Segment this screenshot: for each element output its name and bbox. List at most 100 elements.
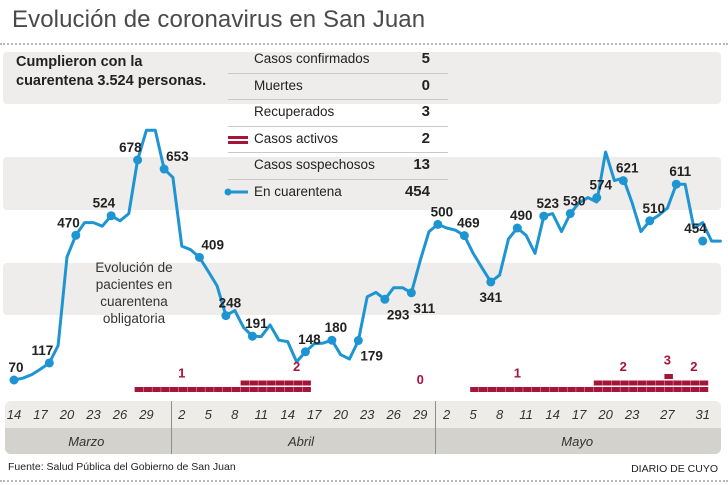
active-case-block — [549, 387, 559, 392]
active-case-block — [593, 387, 603, 392]
active-case-block — [249, 387, 258, 392]
legend-label: Recuperados — [254, 104, 335, 119]
data-label: 180 — [325, 320, 348, 335]
data-point — [159, 164, 169, 174]
x-tick-label: 26 — [112, 407, 128, 422]
x-tick-label: 31 — [695, 407, 710, 422]
active-case-block — [690, 387, 700, 392]
data-label: 191 — [245, 316, 268, 331]
data-point — [645, 216, 655, 226]
active-case-block — [240, 387, 250, 392]
data-point — [247, 331, 257, 341]
data-point — [353, 336, 363, 346]
data-point — [486, 277, 496, 287]
legend-label: Casos activos — [254, 130, 339, 146]
data-point — [698, 236, 708, 246]
active-case-block — [514, 387, 523, 392]
legend-value: 13 — [413, 156, 430, 173]
legend: Casos confirmados 5 Muertes 0 Recuperado… — [224, 47, 448, 205]
data-label: 70 — [8, 360, 23, 375]
active-case-block — [284, 387, 294, 392]
active-cases-label: 3 — [664, 353, 671, 368]
x-tick-label: 23 — [624, 407, 640, 422]
data-point — [539, 211, 549, 221]
month-label: Abril — [287, 434, 314, 449]
active-case-block — [231, 387, 241, 392]
active-case-block — [576, 387, 585, 392]
active-case-block — [496, 387, 506, 392]
active-case-block — [655, 380, 665, 386]
data-label: 500 — [431, 204, 454, 219]
x-tick-label: 17 — [33, 407, 48, 422]
x-axis: 14 17 20 23 26 29 2 5 8 11 14 17 20 23 26 29 2 5 8 11 14 17 20… — [5, 401, 721, 454]
data-point — [380, 294, 390, 304]
active-case-block — [637, 387, 647, 392]
active-case-block — [258, 380, 267, 386]
active-case-block — [682, 387, 691, 392]
x-tick-label: 8 — [496, 407, 504, 422]
data-label: 148 — [298, 332, 321, 347]
active-case-block — [611, 380, 620, 386]
x-tick-label: 5 — [469, 407, 477, 422]
active-case-block — [664, 380, 673, 386]
data-label: 621 — [616, 161, 639, 176]
data-label: 409 — [201, 237, 224, 252]
active-case-block — [646, 387, 656, 392]
legend-row-deaths: Muertes 0 — [228, 74, 448, 100]
data-point — [512, 223, 522, 233]
legend-label: Muertes — [254, 77, 303, 93]
legend-value: 2 — [421, 129, 430, 147]
active-case-block — [293, 387, 303, 392]
data-label: 454 — [684, 221, 707, 236]
active-case-block — [478, 387, 488, 392]
source-note: Fuente: Salud Pública del Gobierno de Sa… — [8, 461, 236, 473]
active-case-block — [152, 387, 161, 392]
x-tick-label: 27 — [660, 407, 675, 422]
data-point — [671, 179, 681, 189]
data-label: 653 — [166, 149, 189, 164]
active-case-block — [673, 387, 682, 392]
month-separator — [435, 401, 437, 454]
quarantine-series-line — [12, 128, 722, 382]
active-case-block — [629, 380, 638, 386]
data-point — [221, 311, 231, 321]
x-tick-label: 29 — [412, 407, 428, 422]
data-point — [44, 358, 54, 368]
active-case-block — [214, 387, 223, 392]
active-case-block — [682, 380, 691, 386]
x-axis-months: Marzo Abril Mayo — [5, 428, 721, 454]
legend-label: En cuarentena — [254, 183, 342, 199]
active-case-block — [620, 387, 629, 392]
active-case-block — [205, 387, 214, 392]
legend-value: 454 — [404, 182, 430, 200]
month-separator — [170, 401, 172, 454]
month-label: Mayo — [561, 434, 594, 449]
data-label: 117 — [32, 343, 54, 358]
page-title: Evolución de coronavirus en San Juan — [12, 6, 426, 33]
x-tick-label: 23 — [359, 407, 375, 422]
x-tick-label: 17 — [306, 407, 322, 422]
legend-row-recovered: Recuperados 3 — [228, 100, 448, 127]
x-tick-label: 8 — [231, 407, 239, 422]
data-label: 611 — [669, 164, 691, 179]
data-point — [433, 219, 443, 229]
active-case-block — [143, 387, 152, 392]
active-case-block — [196, 387, 205, 392]
active-cases-label: 2 — [293, 359, 300, 374]
active-cases-label: 2 — [690, 359, 697, 374]
data-label: 523 — [537, 196, 560, 211]
legend-value: 0 — [421, 76, 430, 94]
data-label: 574 — [590, 178, 613, 193]
data-point — [194, 252, 204, 262]
active-case-block — [637, 380, 647, 386]
active-cases-label: 1 — [514, 366, 521, 381]
x-tick-label: 2 — [443, 407, 451, 422]
bottom-divider — [0, 480, 728, 482]
data-point — [592, 193, 602, 203]
x-tick-label: 14 — [280, 407, 295, 422]
legend-label: Casos confirmados — [254, 51, 370, 66]
active-case-block — [275, 380, 285, 386]
active-case-block — [470, 387, 479, 392]
x-tick-label: 5 — [204, 407, 212, 422]
